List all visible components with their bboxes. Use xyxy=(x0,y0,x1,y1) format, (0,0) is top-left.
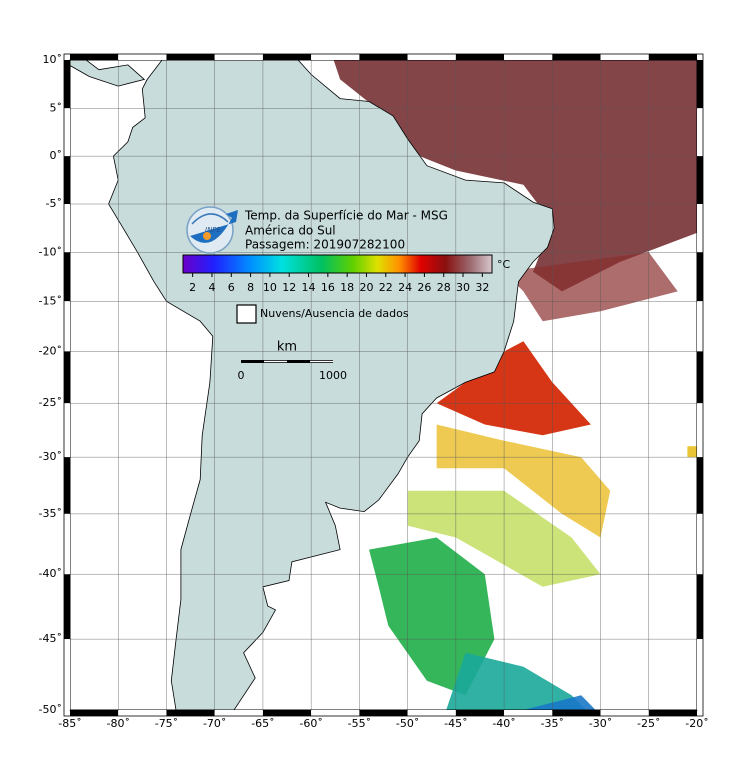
colorbar-tick-label: 26 xyxy=(417,281,431,294)
colorbar-tick-label: 10 xyxy=(263,281,277,294)
title-line: Passagem: 201907282100 xyxy=(245,238,405,252)
lat-tick-label: 0˚ xyxy=(50,149,63,162)
lon-tick-label: -65˚ xyxy=(251,717,274,730)
title-line: Temp. da Superfície do Mar - MSG xyxy=(244,209,448,223)
lat-tick-label: -5˚ xyxy=(46,197,62,210)
lat-tick-label: -15˚ xyxy=(39,294,62,307)
sst-patch xyxy=(436,424,611,538)
continent xyxy=(70,60,146,87)
lat-tick-label: -45˚ xyxy=(39,632,62,645)
lon-tick-label: -20˚ xyxy=(685,717,708,730)
lon-tick-label: -85˚ xyxy=(58,717,81,730)
colorbar-unit: °C xyxy=(497,258,511,271)
lon-tick-label: -80˚ xyxy=(106,717,129,730)
sst-patch xyxy=(333,60,697,292)
lat-tick-label: -30˚ xyxy=(39,450,62,463)
lon-tick-label: -35˚ xyxy=(541,717,564,730)
sst-patch xyxy=(369,537,495,696)
colorbar-tick-label: 20 xyxy=(359,281,373,294)
lat-tick-label: -10˚ xyxy=(39,245,62,258)
colorbar-tick-label: 14 xyxy=(302,281,316,294)
lat-tick-label: -50˚ xyxy=(39,703,62,716)
colorbar xyxy=(182,254,493,274)
legend-swatch xyxy=(236,304,257,324)
map-area xyxy=(70,60,697,710)
colorbar-tick-label: 12 xyxy=(282,281,296,294)
logo: INPE xyxy=(186,206,238,254)
colorbar-tick-label: 24 xyxy=(398,281,412,294)
colorbar-tick-label: 32 xyxy=(475,281,489,294)
lon-tick-label: -55˚ xyxy=(348,717,371,730)
lat-tick-label: 5˚ xyxy=(50,101,63,114)
lon-tick-label: -60˚ xyxy=(299,717,322,730)
sst-patch xyxy=(523,695,596,710)
lon-tick-label: -25˚ xyxy=(637,717,660,730)
frame-border xyxy=(63,53,704,717)
lon-tick-label: -40˚ xyxy=(492,717,515,730)
colorbar-tick-label: 18 xyxy=(340,281,354,294)
lon-tick-label: -70˚ xyxy=(203,717,226,730)
scale-label: 1000 xyxy=(319,369,347,382)
scale-bar: km 0 1000 xyxy=(238,340,348,383)
sst-patch xyxy=(687,446,697,458)
logo-text: INPE xyxy=(205,226,222,234)
lon-tick-label: -30˚ xyxy=(589,717,612,730)
lat-tick-label: -20˚ xyxy=(39,344,62,357)
colorbar-tick-label: 4 xyxy=(208,281,215,294)
colorbar-tick-label: 28 xyxy=(437,281,451,294)
lon-tick-label: -50˚ xyxy=(396,717,419,730)
lat-tick-label: -35˚ xyxy=(39,507,62,520)
legend-label: Nuvens/Ausencia de dados xyxy=(260,307,409,320)
lat-tick-label: -40˚ xyxy=(39,567,62,580)
sst-patch xyxy=(504,252,678,322)
colorbar-ticks: 2 4 6 8 10 12 14 16 18 20 22 24 26 28 30 32 xyxy=(189,273,489,294)
colorbar-tick-label: 22 xyxy=(379,281,393,294)
border-outline xyxy=(63,53,704,717)
lat-tick-label: 10˚ xyxy=(43,53,63,66)
colorbar-tick-label: 6 xyxy=(228,281,235,294)
colorbar-tick-label: 2 xyxy=(189,281,196,294)
lat-tick-label: -25˚ xyxy=(39,396,62,409)
colorbar-tick-label: 16 xyxy=(321,281,335,294)
lon-tick-label: -45˚ xyxy=(444,717,467,730)
colorbar-tick-label: 30 xyxy=(456,281,470,294)
scale-label: 0 xyxy=(238,369,245,382)
lon-tick-label: -75˚ xyxy=(155,717,178,730)
sst-patch xyxy=(446,652,586,710)
scale-unit: km xyxy=(277,340,297,355)
title-line: América do Sul xyxy=(245,224,336,238)
colorbar-tick-label: 8 xyxy=(247,281,254,294)
